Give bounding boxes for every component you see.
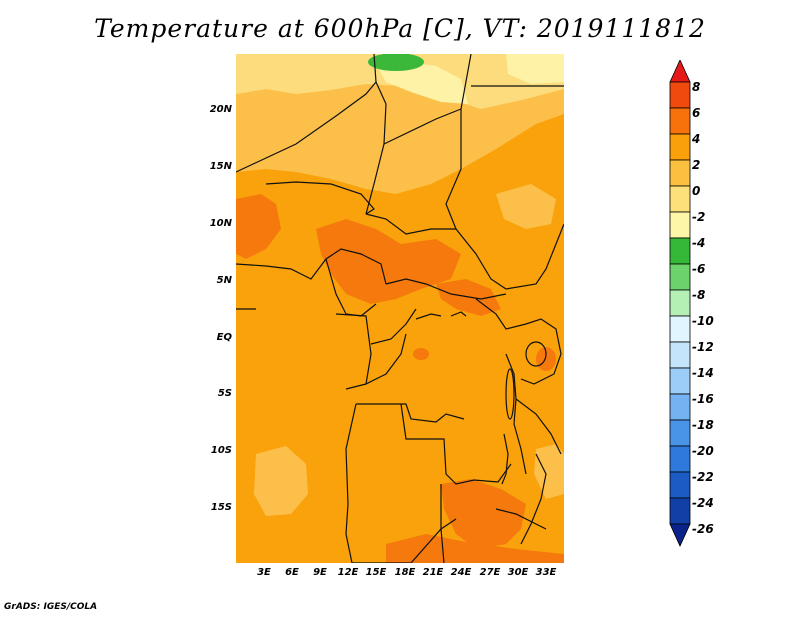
colorbar-label-minus18: -18 <box>692 418 714 432</box>
coolest-band-north <box>376 62 468 104</box>
lat-label-5n: 5N <box>216 275 232 286</box>
lon-label-18e: 18E <box>394 567 416 578</box>
colorbar-label-2: 2 <box>692 158 701 172</box>
lat-label-eq: EQ <box>216 332 232 343</box>
colorbar-label-minus12: -12 <box>692 340 714 354</box>
coolest-patch-ne <box>506 54 564 84</box>
lat-label-15n: 15N <box>209 161 232 172</box>
colorbar-box <box>669 81 691 109</box>
colorbar-label-minus16: -16 <box>692 392 714 406</box>
colorbar-label-4: 4 <box>692 132 701 146</box>
grads-credit: GrADS: IGES/COLA <box>4 602 98 612</box>
colorbar-top-triangle <box>669 60 691 83</box>
colorbar-bottom-triangle <box>669 523 691 547</box>
colorbar-label-minus10: -10 <box>692 314 714 328</box>
colorbar-label-minus4: -4 <box>692 236 706 250</box>
colorbar-box <box>669 159 691 187</box>
lon-label-15e: 15E <box>365 567 387 578</box>
map-panel <box>235 53 565 564</box>
lon-label-33e: 33E <box>535 567 557 578</box>
colorbar-box <box>669 237 691 265</box>
green-cold-patch <box>368 53 424 71</box>
lon-label-21e: 21E <box>422 567 444 578</box>
lat-label-5s: 5S <box>217 388 232 399</box>
colorbar-box <box>669 497 691 525</box>
chart-title: Temperature at 600hPa [C], VT: 201911181… <box>94 14 706 43</box>
colorbar-label-minus8: -8 <box>692 288 706 302</box>
colorbar-box <box>669 367 691 395</box>
colorbar-box <box>669 315 691 343</box>
lon-label-30e: 30E <box>507 567 529 578</box>
colorbar-box <box>669 471 691 499</box>
lon-label-24e: 24E <box>450 567 472 578</box>
colorbar-label-minus6: -6 <box>692 262 706 276</box>
lon-label-27e: 27E <box>479 567 501 578</box>
lakes <box>415 311 547 485</box>
cool-patch-southeast <box>534 444 564 499</box>
colorbar-box <box>669 419 691 447</box>
colorbar-box <box>669 185 691 213</box>
lon-label-12e: 12E <box>337 567 359 578</box>
country-borders <box>235 53 565 564</box>
lat-label-10s: 10S <box>210 445 232 456</box>
colorbar-box <box>669 133 691 161</box>
lat-label-15s: 15S <box>210 502 232 513</box>
map-svg <box>235 53 565 564</box>
lat-label-20n: 20N <box>209 104 232 115</box>
colorbar-label-minus24: -24 <box>692 496 714 510</box>
cool-patch-sw <box>254 446 308 516</box>
colorbar-label-minus2: -2 <box>692 210 706 224</box>
colorbar-box <box>669 445 691 473</box>
colorbar-box <box>669 341 691 369</box>
colorbar-box <box>669 289 691 317</box>
colorbar-label-0: 0 <box>692 184 701 198</box>
warm-patch-small <box>413 348 429 360</box>
lat-label-10n: 10N <box>209 218 232 229</box>
colorbar <box>669 60 691 547</box>
warm-patch-west <box>236 194 281 259</box>
colorbar-box <box>669 107 691 135</box>
colorbar-label-minus26: -26 <box>692 522 714 536</box>
lon-label-9e: 9E <box>313 567 327 578</box>
warm-patch-south-east <box>441 479 526 549</box>
cool-patch-east <box>496 184 556 229</box>
colorbar-label-minus14: -14 <box>692 366 714 380</box>
lon-label-6e: 6E <box>285 567 299 578</box>
lon-label-3e: 3E <box>257 567 271 578</box>
colorbar-label-minus20: -20 <box>692 444 714 458</box>
colorbar-label-minus22: -22 <box>692 470 714 484</box>
colorbar-box <box>669 211 691 239</box>
colorbar-box <box>669 393 691 421</box>
warm-patch-central <box>316 219 461 304</box>
colorbar-label-8: 8 <box>692 80 701 94</box>
colorbar-box <box>669 263 691 291</box>
colorbar-label-6: 6 <box>692 106 701 120</box>
